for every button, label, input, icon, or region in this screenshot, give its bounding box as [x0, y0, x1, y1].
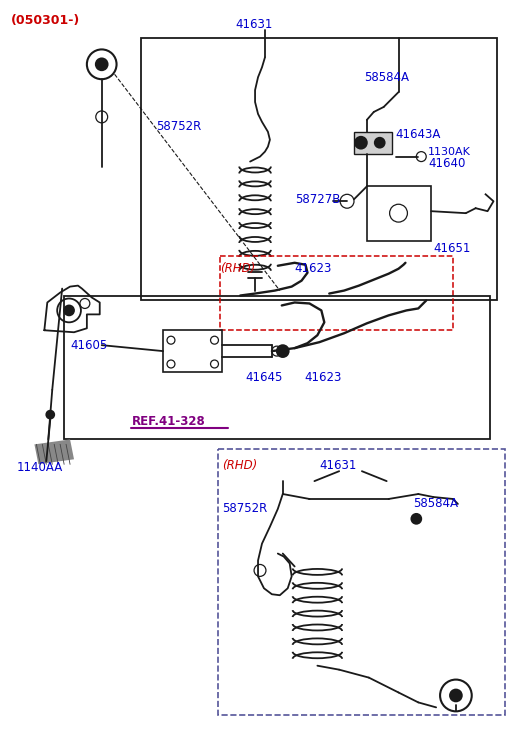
Text: 58752R: 58752R	[156, 120, 201, 134]
Text: 1140AA: 1140AA	[17, 461, 63, 474]
Bar	[220, 255, 453, 330]
Text: 41640: 41640	[428, 157, 466, 170]
Text: (050301-): (050301-)	[10, 14, 80, 27]
Text: 41623: 41623	[304, 372, 342, 385]
Text: 58727B: 58727B	[294, 193, 340, 206]
Text: (RHD): (RHD)	[222, 458, 258, 472]
Polygon shape	[34, 439, 74, 464]
Text: 41643A: 41643A	[396, 128, 441, 142]
Text: 41623: 41623	[294, 262, 332, 275]
Circle shape	[450, 690, 462, 702]
Bar	[64, 296, 490, 439]
Text: 41645: 41645	[245, 372, 282, 385]
Circle shape	[375, 138, 385, 147]
Text: 58584A: 58584A	[413, 497, 458, 510]
Bar	[163, 330, 222, 372]
Bar	[354, 132, 392, 153]
Circle shape	[64, 305, 74, 315]
Text: 41631: 41631	[235, 18, 272, 31]
Text: (RHD): (RHD)	[220, 262, 256, 275]
Circle shape	[277, 345, 289, 357]
Text: 58752R: 58752R	[222, 502, 268, 515]
Circle shape	[96, 58, 108, 70]
Text: 41605: 41605	[70, 339, 108, 352]
Text: 41651: 41651	[433, 242, 470, 255]
Bar	[367, 186, 431, 241]
Bar	[219, 450, 505, 715]
Text: 58584A: 58584A	[364, 71, 409, 84]
Bar	[141, 37, 497, 301]
Circle shape	[46, 411, 54, 418]
Text: REF.41-328: REF.41-328	[132, 415, 205, 428]
Circle shape	[355, 137, 367, 149]
Circle shape	[411, 514, 421, 524]
Text: 41631: 41631	[319, 458, 357, 472]
Text: 1130AK: 1130AK	[428, 147, 471, 157]
